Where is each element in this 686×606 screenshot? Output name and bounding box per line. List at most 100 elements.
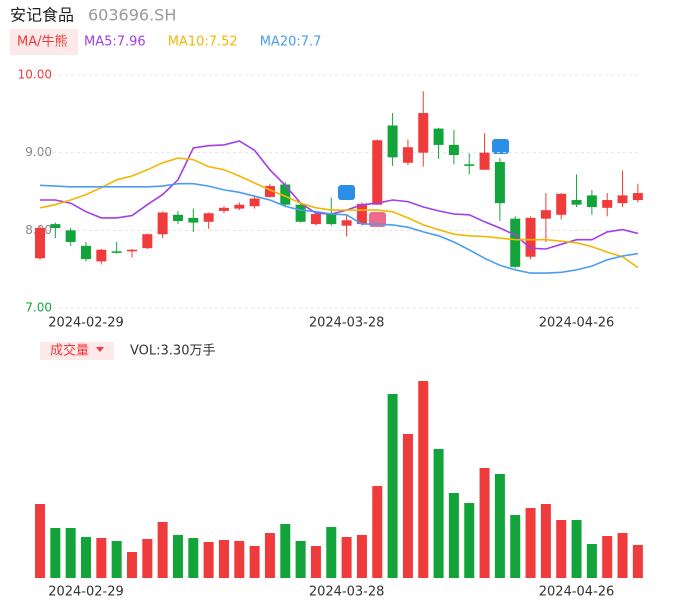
volume-bar [295,541,306,578]
candle-body [310,214,321,225]
candle-body [111,251,122,253]
y-tick-label: 7.00 [25,301,52,315]
volume-bar [234,541,245,578]
candle-body [402,147,413,163]
candle-body [295,204,306,222]
volume-bar [433,449,444,578]
candle-body [632,193,643,201]
volume-bar [80,537,91,578]
volume-bar [341,537,352,578]
volume-bar [418,381,429,578]
volume-bar [264,533,275,578]
dropdown-arrow[interactable] [96,347,104,352]
candle-body [35,228,45,259]
stock-name: 安记食品 [10,6,74,25]
candle-body [157,212,168,235]
candle-body [234,204,245,209]
volume-label: VOL:3.30万手 [130,344,215,359]
volume-bar [96,538,107,578]
signal-icons [338,139,509,227]
candle-body [418,113,429,153]
volume-bar [525,508,536,578]
signal-icon [492,139,509,154]
candle-body [249,198,260,207]
candle-body [203,213,214,222]
vol-toggle-bg[interactable] [40,342,114,360]
volume-bar [50,528,61,578]
ma-toggle[interactable]: MA/牛熊 [17,34,68,50]
candle-body [494,161,505,204]
volume-bar [387,394,398,578]
candle-body [172,214,183,222]
x-tick-label: 2024-03-28 [309,585,385,600]
volume-bar [326,527,337,578]
volume-bar [65,528,76,578]
volume-bar [494,474,505,578]
candle-body [356,203,367,225]
x-tick-label: 2024-02-29 [48,316,124,331]
volume-bar [157,522,168,578]
vol-toggle[interactable]: 成交量 [50,343,89,359]
candle-body [96,249,107,262]
candle-body [341,220,352,226]
volume-bar [142,539,153,578]
candle-body [586,195,597,208]
volume-bar [249,546,260,578]
volume-bar [510,515,521,578]
volume-bar [126,552,137,578]
candle-body [188,217,199,223]
y-tick-label: 9.00 [25,145,52,159]
volume-bar [448,493,459,578]
x-tick-label: 2024-04-26 [539,585,615,600]
volume-bar [310,546,321,578]
ma-toggle-bg[interactable] [10,29,78,55]
volume-bar [571,520,582,578]
legend-entry: MA5:7.96 [84,35,146,50]
candle-body [525,217,536,257]
signal-icon [369,212,386,227]
candle-body [280,184,291,205]
volume-bar [464,503,475,578]
candle-body [464,164,475,166]
candle-body [326,214,337,225]
candle-body [510,218,521,267]
volume-bar [203,542,214,578]
stock-code: 603696.SH [88,6,176,25]
x-tick-label: 2024-04-26 [539,316,615,331]
candle-body [448,144,459,155]
volume-bar [479,468,490,578]
volume-bar [586,544,597,578]
volume-bar [218,540,229,578]
candle-body [540,210,551,219]
x-tick-label: 2024-03-28 [309,316,385,331]
candle-body [479,152,490,170]
volume-bar [632,545,643,578]
volume-bar [372,486,383,578]
candle-body [602,200,613,208]
y-tick-label: 10.00 [18,68,52,82]
volume-bar [172,535,183,578]
ma-line [40,140,639,250]
x-tick-label: 2024-02-29 [48,585,124,600]
legend-entry: MA20:7.7 [260,35,322,50]
volume-bar [556,520,567,578]
ma-line [39,182,639,274]
candle-body [387,125,398,158]
volume-bar [356,535,367,578]
volume-bar [402,434,413,578]
candle-body [50,224,61,229]
candle-body [556,193,567,215]
signal-icon [338,185,355,200]
legend-entry: MA10:7.52 [168,35,238,50]
volume-bar [188,538,199,578]
candle-body [372,140,383,205]
volume-bar [111,541,122,578]
candle-body [218,207,229,211]
candle-body [617,195,628,204]
volume-bar [540,504,551,578]
candle-body [571,200,582,205]
volume-bar [280,524,291,578]
volume-bar [35,504,45,578]
candle-body [126,249,137,252]
